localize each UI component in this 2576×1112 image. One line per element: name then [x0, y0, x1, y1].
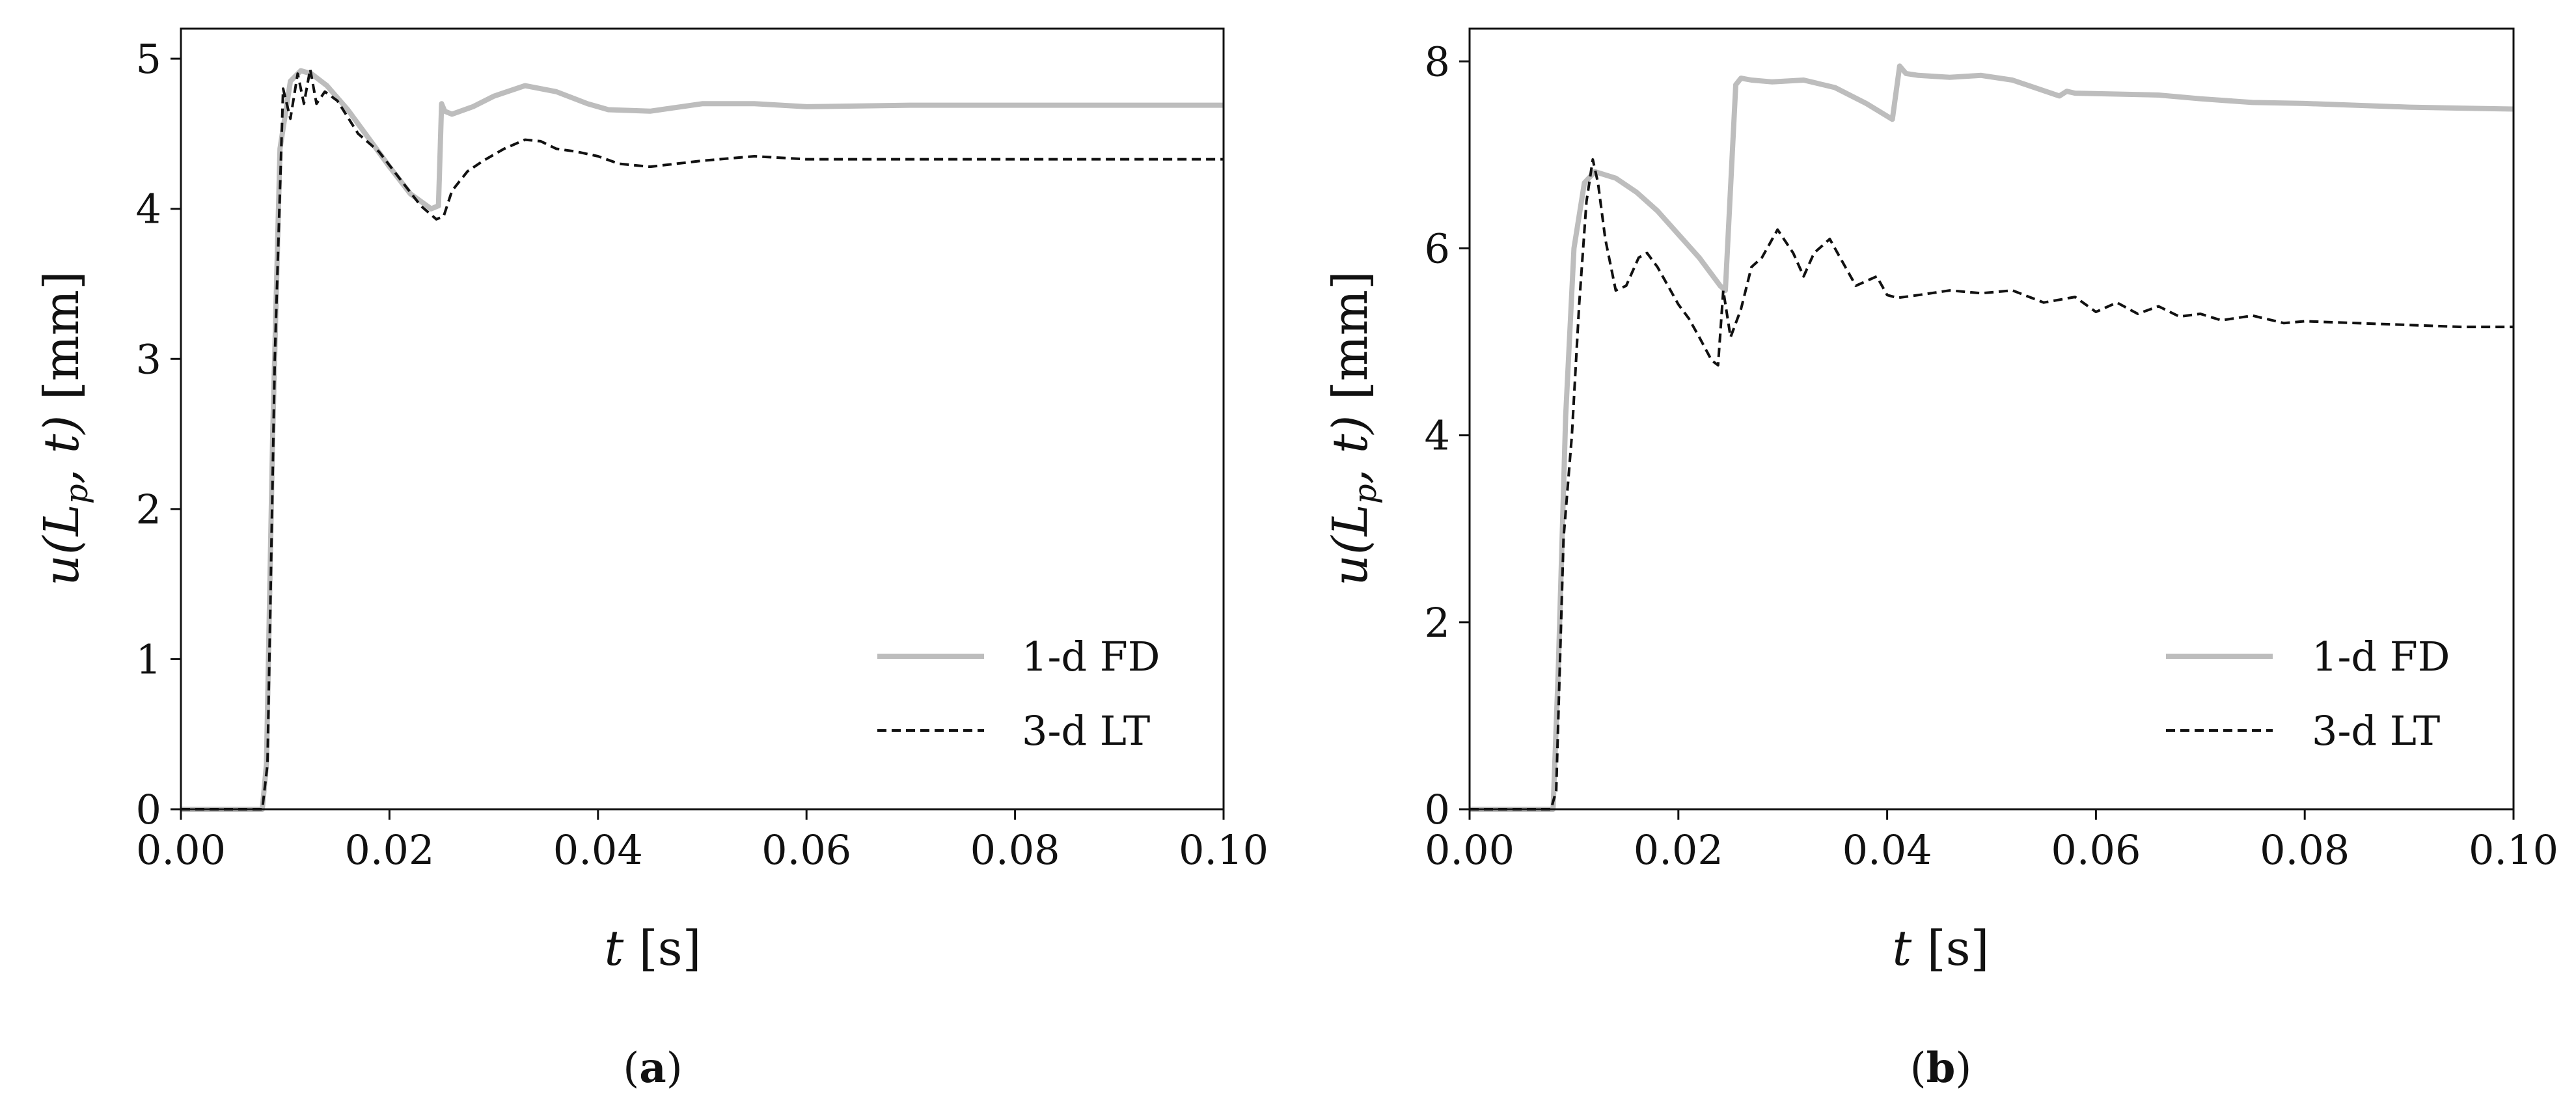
- panel-a: 0.00 0.02 0.04 0.06 0.08 0.10 0 1 2 3 4 5 t [s] u(…: [34, 27, 1268, 1092]
- x-tick-label: 0.00: [1425, 826, 1514, 874]
- plot-area-b: [1468, 27, 2515, 812]
- legend-label-1d-fd-a: 1-d FD: [1022, 633, 1160, 680]
- legend-b: 1-d FD 3-d LT: [2166, 633, 2450, 755]
- series-line-1d-fd-b: [1470, 63, 2514, 812]
- x-ticks-a: 0.00 0.02 0.04 0.06 0.08 0.10: [136, 809, 1268, 874]
- x-tick-label: 0.02: [344, 826, 434, 874]
- y-axis-label-unit-a: [mm]: [34, 271, 90, 400]
- legend-a: 1-d FD 3-d LT: [877, 633, 1160, 755]
- y-tick-label: 5: [136, 35, 161, 83]
- x-tick-label: 0.02: [1634, 826, 1723, 874]
- y-axis-label-rest-a: , t): [34, 415, 90, 484]
- series-line-1d-fd-a: [181, 68, 1224, 812]
- x-tick-label: 0.08: [2260, 826, 2350, 874]
- y-tick-label: 4: [1425, 412, 1450, 460]
- x-tick-label: 0.00: [136, 826, 226, 874]
- caption-b: (b): [1910, 1044, 1972, 1092]
- y-ticks-a: 0 1 2 3 4 5: [136, 35, 181, 833]
- x-tick-label: 0.10: [1179, 826, 1268, 874]
- y-tick-label: 8: [1425, 38, 1450, 85]
- x-tick-label: 0.08: [970, 826, 1060, 874]
- caption-a: (a): [623, 1044, 682, 1092]
- plot-area-a: [180, 27, 1225, 812]
- y-tick-label: 2: [1425, 599, 1450, 646]
- caption-letter-a: a: [639, 1044, 666, 1092]
- x-ticks-b: 0.00 0.02 0.04 0.06 0.08 0.10: [1425, 809, 2558, 874]
- y-axis-label-func-a: u(L: [34, 504, 90, 586]
- legend-label-3d-lt-b: 3-d LT: [2312, 707, 2440, 755]
- plot-frame-a: [180, 27, 1225, 811]
- x-axis-label-b: t [s]: [1893, 921, 1990, 977]
- y-tick-label: 6: [1425, 225, 1450, 272]
- y-axis-label-func-b: u(L: [1322, 504, 1378, 586]
- y-axis-label-b: u(Lp, t) [mm]: [1322, 271, 1384, 586]
- y-tick-label: 2: [136, 486, 161, 533]
- x-tick-label: 0.06: [2051, 826, 2141, 874]
- x-tick-label: 0.04: [1843, 826, 1932, 874]
- y-tick-label: 1: [136, 635, 161, 683]
- panel-b: 0.00 0.02 0.04 0.06 0.08 0.10 0 2 4 6 8 t [s] u(L…: [1322, 27, 2558, 1092]
- y-axis-label-sub-b: p: [1347, 484, 1384, 504]
- legend-label-1d-fd-b: 1-d FD: [2312, 633, 2450, 680]
- series-line-3d-lt-b: [1470, 158, 2514, 811]
- y-axis-label-unit-b: [mm]: [1322, 271, 1378, 400]
- x-tick-label: 0.10: [2469, 826, 2558, 874]
- x-tick-label: 0.06: [761, 826, 851, 874]
- x-axis-label-unit-b: [s]: [1927, 921, 1990, 977]
- y-axis-label-sub-a: p: [59, 484, 95, 504]
- y-tick-label: 3: [136, 335, 161, 383]
- x-axis-label-var-b: t: [1893, 921, 1912, 977]
- legend-label-3d-lt-a: 3-d LT: [1022, 707, 1150, 755]
- x-axis-label-var-a: t: [605, 921, 624, 977]
- x-axis-label-unit-a: [s]: [639, 921, 702, 977]
- series-line-3d-lt-a: [181, 68, 1224, 811]
- y-tick-label: 4: [136, 186, 161, 233]
- y-tick-label: 0: [136, 786, 161, 833]
- caption-letter-b: b: [1926, 1044, 1956, 1092]
- y-ticks-b: 0 2 4 6 8: [1425, 38, 1470, 833]
- y-tick-label: 0: [1425, 786, 1450, 833]
- x-tick-label: 0.04: [553, 826, 643, 874]
- x-axis-label-a: t [s]: [605, 921, 702, 977]
- y-axis-label-a: u(Lp, t) [mm]: [34, 271, 95, 586]
- y-axis-label-rest-b: , t): [1322, 415, 1378, 484]
- plot-frame-b: [1468, 27, 2515, 811]
